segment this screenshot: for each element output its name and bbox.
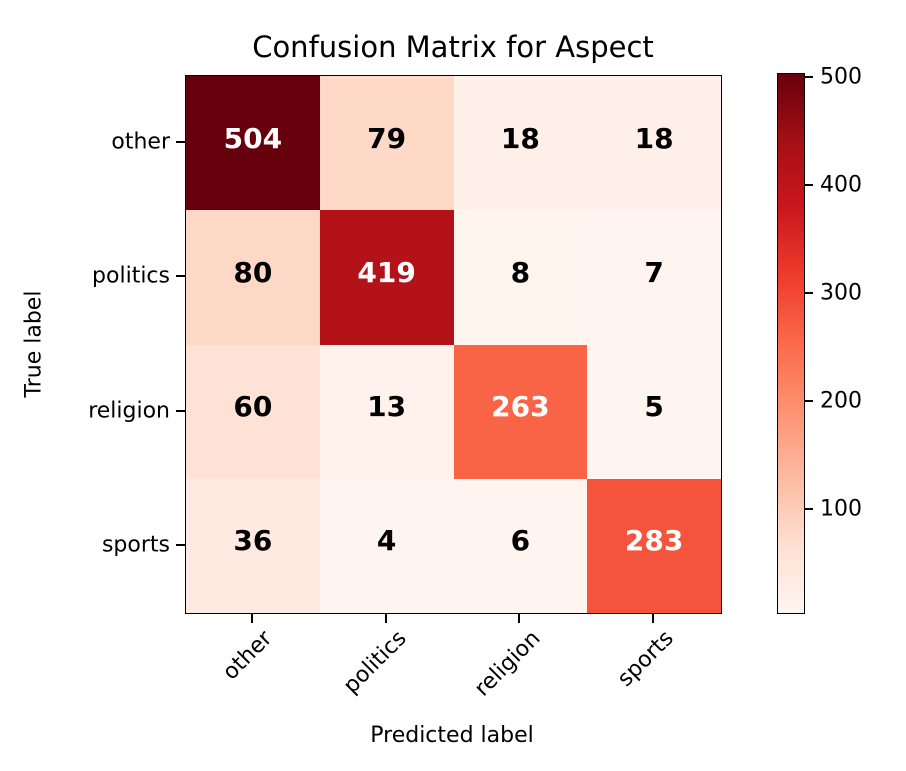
colorbar-tick-mark [805,184,813,187]
heatmap-cell-r3c2: 6 [453,478,588,613]
heatmap-cell-r2c3: 5 [587,344,721,479]
cell-value: 18 [500,121,540,155]
x-tick-label-other: other [218,626,278,686]
chart-title: Confusion Matrix for Aspect [252,30,654,64]
heatmap-cell-r2c0: 60 [186,344,320,479]
heatmap-cell-r0c1: 79 [319,76,454,211]
x-tick-label-sports: sports [613,626,679,692]
heatmap-cells: 504 79 18 18 80 419 8 7 60 13 263 5 36 4 6 283 [186,76,721,613]
x-axis-label: Predicted label [370,723,534,748]
cell-value: 8 [510,255,531,289]
y-tick-mark [176,275,185,278]
colorbar-tick-mark [805,507,813,510]
x-tick-label-politics: politics [338,626,412,699]
x-tick-mark [250,614,253,623]
cell-value: 6 [510,524,531,558]
colorbar [777,73,805,614]
colorbar-tick-label-100: 100 [820,496,862,521]
x-tick-mark [652,614,655,623]
colorbar-tick-mark [805,399,813,402]
cell-value: 60 [233,390,273,424]
heatmap-plot-area: 504 79 18 18 80 419 8 7 60 13 263 5 36 4 6 283 [185,75,722,614]
y-tick-label-other: other [111,129,170,155]
heatmap-cell-r2c2: 263 [453,344,588,479]
y-axis-label: True label [21,290,47,398]
heatmap-cell-r0c2: 18 [453,76,588,211]
x-tick-label-religion: religion [469,626,546,702]
y-tick-label-sports: sports [101,532,170,558]
y-tick-mark [176,141,185,144]
heatmap-cell-r3c0: 36 [186,478,320,613]
cell-value: 5 [644,390,664,424]
colorbar-tick-label-200: 200 [820,388,862,414]
heatmap-cell-r3c3: 283 [587,478,721,613]
cell-value: 80 [233,255,273,289]
colorbar-tick-mark [805,291,813,294]
y-tick-label-religion: religion [88,398,170,424]
y-tick-mark [176,409,185,412]
cell-value: 419 [357,255,416,289]
x-tick-mark [384,614,387,623]
colorbar-tick-label-400: 400 [820,172,862,198]
heatmap-cell-r1c3: 7 [587,210,721,345]
cell-value: 263 [491,390,550,424]
heatmap-cell-r1c0: 80 [186,210,320,345]
cell-value: 36 [233,524,273,558]
cell-value: 7 [644,255,664,289]
heatmap-cell-r1c1: 419 [319,210,454,345]
heatmap-cell-r1c2: 8 [453,210,588,345]
y-tick-label-politics: politics [92,263,170,289]
cell-value: 504 [223,121,283,155]
cell-value: 79 [367,121,407,155]
cell-value: 18 [634,121,674,155]
colorbar-tick-label-500: 500 [820,64,862,90]
cell-value: 283 [624,524,684,558]
colorbar-tick-mark [805,76,813,79]
heatmap-cell-r0c3: 18 [587,76,721,211]
heatmap-cell-r3c1: 4 [319,478,454,613]
heatmap-cell-r2c1: 13 [319,344,454,479]
y-tick-mark [176,543,185,546]
cell-value: 13 [367,390,407,424]
colorbar-tick-label-300: 300 [820,280,862,306]
x-tick-mark [518,614,521,623]
cell-value: 4 [376,524,397,558]
heatmap-cell-r0c0: 504 [186,76,320,211]
